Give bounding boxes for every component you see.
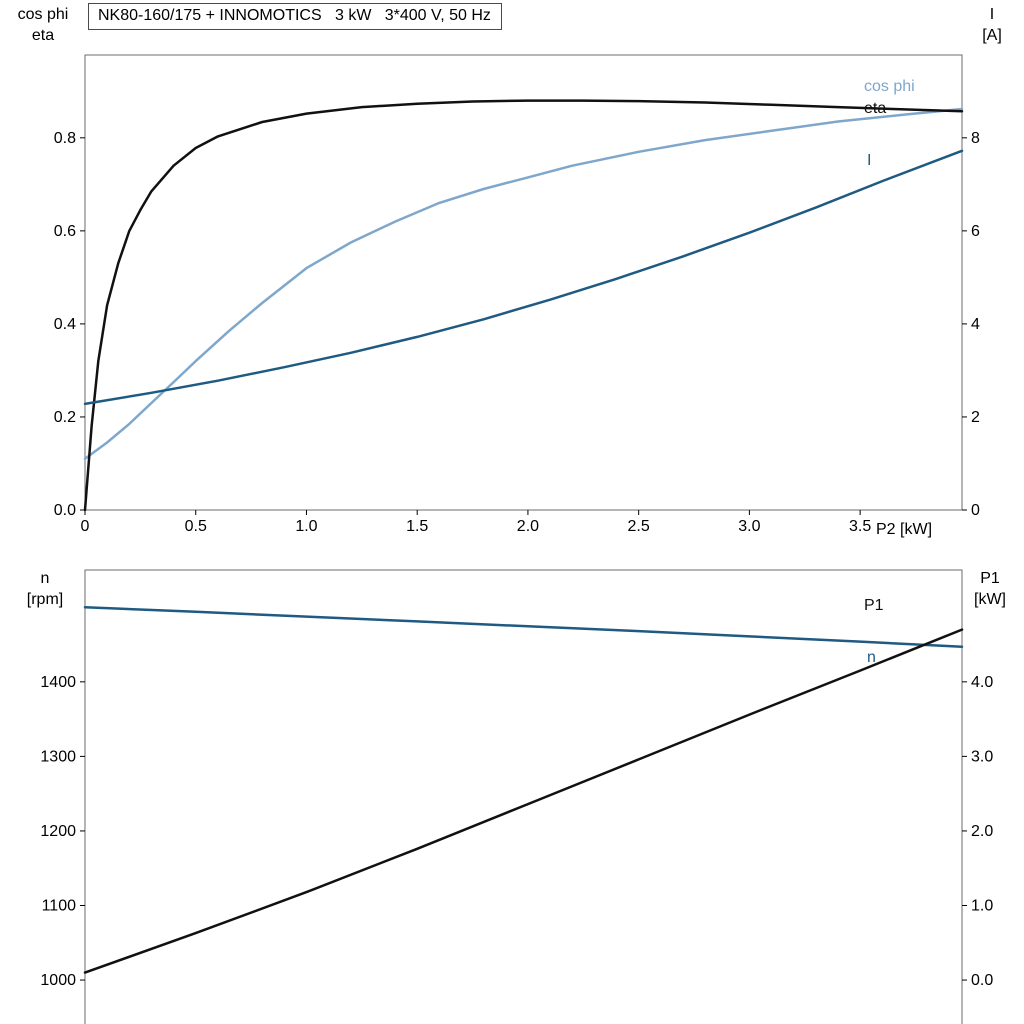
svg-text:0: 0: [971, 502, 980, 519]
lower-right-axis-title: P1 [kW]: [960, 568, 1020, 610]
upper-right-axis-title-line1: I: [989, 6, 995, 23]
svg-text:1.0: 1.0: [971, 897, 993, 914]
svg-text:6: 6: [971, 223, 980, 240]
lower-chart-canvas: 1000 1100 1200 1300 1400 0.0 1.0 2.0 3.0 4.0: [40, 569, 993, 1024]
svg-text:0.0: 0.0: [971, 972, 993, 989]
upper-chart-canvas: 0 0.5 1.0 1.5 2.0 2.5 3.0 3.5 0.0 0.2 0.4 0.6 0.8 0 2 4…: [54, 54, 980, 535]
curve-label-p1: P1: [864, 597, 884, 614]
svg-text:8: 8: [971, 130, 980, 147]
svg-text:0.6: 0.6: [54, 223, 76, 240]
curve-label-current: I: [867, 152, 872, 169]
svg-text:1000: 1000: [40, 972, 76, 989]
lower-left-axis-title-line1: n: [40, 570, 50, 587]
upper-left-axis-title: cos phi eta: [6, 4, 80, 46]
svg-text:1.0: 1.0: [295, 518, 317, 535]
curve-label-speed: n: [867, 649, 876, 666]
lower-right-axis-title-line1: P1: [980, 570, 1000, 587]
svg-text:1400: 1400: [40, 674, 76, 691]
upper-left-axis-title-line1: cos phi: [17, 6, 69, 23]
svg-text:2.0: 2.0: [971, 823, 993, 840]
svg-text:0.2: 0.2: [54, 409, 76, 426]
upper-right-axis-title-line2: [A]: [982, 27, 1002, 44]
lower-left-axis-title: n [rpm]: [12, 568, 78, 610]
curve-label-eta: eta: [864, 100, 887, 117]
svg-text:0.0: 0.0: [54, 502, 76, 519]
upper-right-axis-title: I [A]: [964, 4, 1020, 46]
svg-text:2: 2: [971, 409, 980, 426]
svg-text:0: 0: [81, 518, 90, 535]
lower-right-axis-title-line2: [kW]: [974, 591, 1006, 608]
svg-text:1100: 1100: [42, 897, 77, 914]
curve-label-cos-phi: cos phi: [864, 78, 915, 95]
svg-text:1300: 1300: [40, 748, 76, 765]
svg-text:3.0: 3.0: [738, 518, 760, 535]
svg-text:3.5: 3.5: [849, 518, 871, 535]
svg-text:0.5: 0.5: [185, 518, 207, 535]
lower-left-axis-title-line2: [rpm]: [26, 591, 64, 608]
svg-text:1200: 1200: [40, 823, 76, 840]
svg-text:2.5: 2.5: [628, 518, 650, 535]
svg-text:0.8: 0.8: [54, 130, 76, 147]
svg-text:0.4: 0.4: [54, 316, 76, 333]
svg-text:1.5: 1.5: [406, 518, 428, 535]
upper-x-axis-title: P2 [kW]: [876, 521, 933, 538]
chart-title: NK80-160/175 + INNOMOTICS 3 kW 3*400 V, …: [88, 3, 502, 30]
svg-text:2.0: 2.0: [517, 518, 539, 535]
upper-left-axis-title-line2: eta: [31, 27, 55, 44]
svg-text:4.0: 4.0: [971, 674, 993, 691]
svg-text:4: 4: [971, 316, 980, 333]
svg-text:3.0: 3.0: [971, 748, 993, 765]
